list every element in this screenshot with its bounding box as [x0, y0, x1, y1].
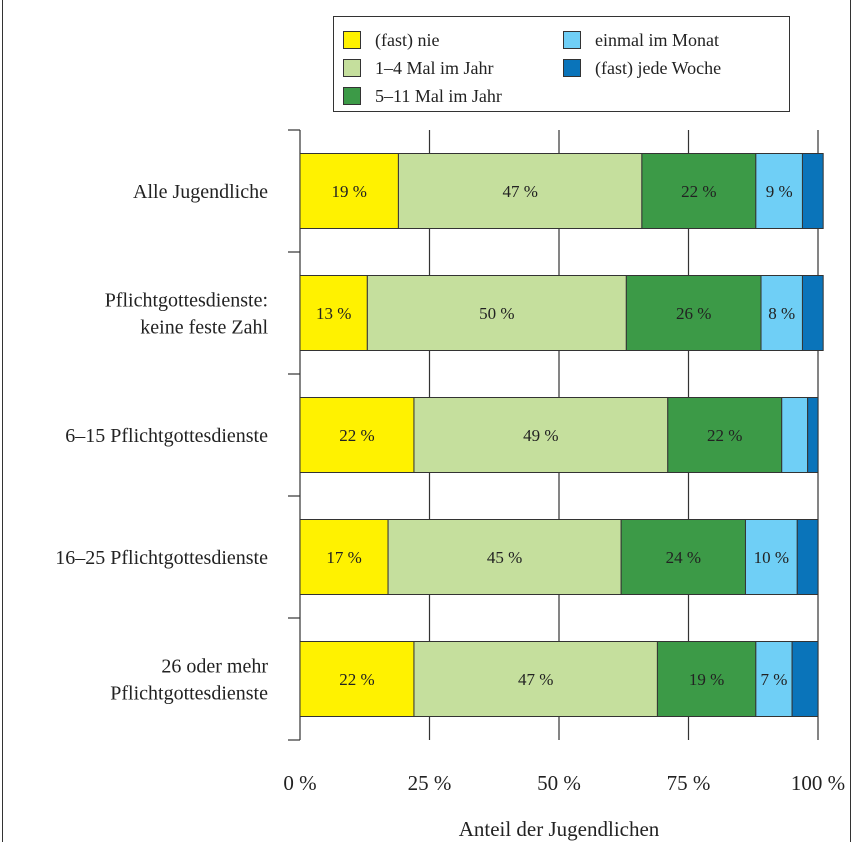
bar-segment-0-1 — [397, 153, 643, 229]
legend-swatch-fast-nie — [343, 31, 361, 49]
legend: (fast) nie 1–4 Mal im Jahr 5–11 Mal im J… — [333, 16, 790, 112]
data-label-0-3: 9 % — [766, 182, 793, 201]
legend-swatch-einmal-im-monat — [563, 31, 581, 49]
legend-item-5-11-mal: 5–11 Mal im Jahr — [343, 85, 502, 107]
x-tick-label-1: 25 % — [408, 771, 452, 795]
legend-swatch-5-11-mal — [343, 87, 361, 105]
bar-segment-3-3 — [744, 519, 798, 595]
data-label-3-0: 17 % — [326, 548, 361, 567]
bar-segment-4-3 — [755, 641, 793, 717]
category-label-1-1: keine feste Zahl — [140, 317, 268, 339]
category-label-0-0: Alle Jugendliche — [133, 181, 268, 203]
bar-segment-4-2 — [656, 641, 757, 717]
data-label-1-0: 13 % — [316, 304, 351, 323]
data-label-4-3: 7 % — [761, 670, 788, 689]
x-tick-label-3: 75 % — [667, 771, 711, 795]
data-label-4-2: 19 % — [689, 670, 724, 689]
category-label-2-0: 6–15 Pflichtgottesdienste — [65, 425, 268, 447]
data-label-1-1: 50 % — [479, 304, 514, 323]
bar-segment-1-1 — [366, 275, 627, 351]
legend-item-fast-jede-woche: (fast) jede Woche — [563, 57, 721, 79]
bar-segment-1-3 — [760, 275, 803, 351]
bar-segment-3-4 — [796, 519, 819, 595]
x-tick-label-2: 50 % — [537, 771, 581, 795]
bar-segment-4-4 — [791, 641, 819, 717]
data-label-3-1: 45 % — [487, 548, 522, 567]
bar-segment-0-4 — [801, 153, 824, 229]
x-axis-title: Anteil der Jugendlichen — [459, 817, 660, 841]
data-label-3-2: 24 % — [666, 548, 701, 567]
legend-label-1-4-mal: 1–4 Mal im Jahr — [375, 57, 494, 78]
category-label-4-0: 26 oder mehr — [161, 656, 268, 678]
data-label-0-1: 47 % — [502, 182, 537, 201]
legend-label-5-11-mal: 5–11 Mal im Jahr — [375, 85, 502, 106]
data-label-2-2: 22 % — [707, 426, 742, 445]
data-label-0-0: 19 % — [331, 182, 366, 201]
legend-swatch-fast-jede-woche — [563, 59, 581, 77]
legend-item-einmal-im-monat: einmal im Monat — [563, 29, 719, 51]
x-tick-label-0: 0 % — [283, 771, 316, 795]
category-label-4-1: Pflichtgottesdienste — [110, 683, 268, 705]
bar-segment-2-0 — [299, 397, 415, 473]
data-label-2-1: 49 % — [523, 426, 558, 445]
bar-segment-4-0 — [299, 641, 415, 717]
bar-segment-2-1 — [413, 397, 669, 473]
legend-item-1-4-mal: 1–4 Mal im Jahr — [343, 57, 494, 79]
bar-segment-0-3 — [755, 153, 803, 229]
bar-segment-1-2 — [625, 275, 762, 351]
bar-segment-2-3 — [781, 397, 809, 473]
legend-label-fast-nie: (fast) nie — [375, 29, 440, 50]
legend-label-fast-jede-woche: (fast) jede Woche — [595, 57, 722, 78]
category-label-1-0: Pflichtgottesdienste: — [105, 290, 268, 312]
bar-segment-2-2 — [667, 397, 783, 473]
data-label-0-2: 22 % — [681, 182, 716, 201]
bar-segment-3-0 — [299, 519, 389, 595]
bar-segment-3-2 — [620, 519, 746, 595]
bar-segment-1-4 — [801, 275, 824, 351]
x-tick-label-4: 100 % — [791, 771, 845, 795]
bar-segment-0-0 — [299, 153, 399, 229]
legend-swatch-1-4-mal — [343, 59, 361, 77]
bar-segment-4-1 — [413, 641, 658, 717]
data-label-1-3: 8 % — [768, 304, 795, 323]
legend-label-einmal-im-monat: einmal im Monat — [595, 29, 719, 50]
data-label-4-1: 47 % — [518, 670, 553, 689]
data-label-2-0: 22 % — [339, 426, 374, 445]
data-label-4-0: 22 % — [339, 670, 374, 689]
category-label-3-0: 16–25 Pflichtgottesdienste — [55, 547, 268, 569]
data-label-1-2: 26 % — [676, 304, 711, 323]
legend-item-fast-nie: (fast) nie — [343, 29, 439, 51]
data-label-3-3: 10 % — [754, 548, 789, 567]
bar-segment-2-4 — [807, 397, 819, 473]
bar-segment-0-2 — [641, 153, 757, 229]
